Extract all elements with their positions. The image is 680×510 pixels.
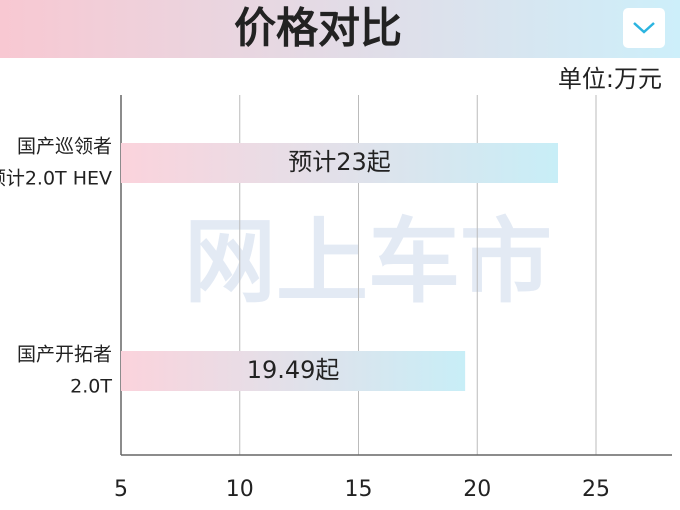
x-tick-label: 25: [582, 477, 610, 502]
value-label: 预计23起: [288, 148, 391, 176]
chart-title: 价格对比: [234, 4, 402, 53]
x-tick-label: 20: [463, 477, 491, 502]
header-band: [0, 0, 680, 58]
x-tick-label: 5: [114, 477, 128, 502]
x-tick-label: 10: [226, 477, 254, 502]
y-tick-label: 国产巡领者: [17, 136, 112, 158]
collapse-button[interactable]: [623, 8, 665, 48]
bar: [121, 143, 558, 183]
y-tick-label: 国产开拓者: [17, 344, 112, 366]
unit-label: 单位:万元: [558, 65, 662, 93]
y-tick-label: 预计2.0T HEV: [0, 168, 112, 190]
bar: [121, 351, 466, 391]
watermark: 网上车市: [184, 208, 552, 315]
x-tick-label: 15: [345, 477, 373, 502]
y-tick-label: 2.0T: [70, 376, 112, 398]
value-label: 19.49起: [247, 356, 340, 384]
